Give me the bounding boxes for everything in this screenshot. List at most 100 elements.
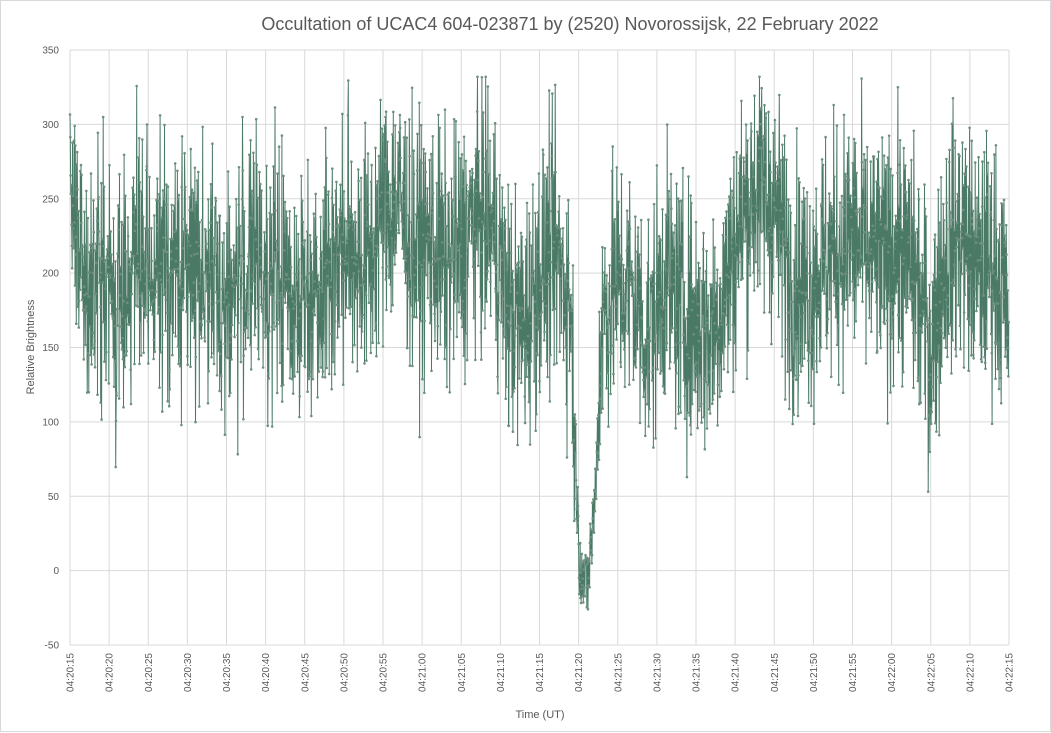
data-point bbox=[111, 262, 114, 266]
data-point bbox=[181, 287, 184, 291]
data-point bbox=[557, 245, 561, 249]
data-point bbox=[194, 420, 197, 424]
data-point bbox=[880, 195, 883, 198]
data-point bbox=[427, 213, 430, 216]
data-point bbox=[950, 122, 954, 126]
data-point bbox=[375, 197, 379, 200]
data-point bbox=[550, 142, 553, 145]
data-point bbox=[349, 305, 353, 309]
data-point bbox=[459, 157, 462, 160]
data-point bbox=[290, 365, 293, 369]
data-point bbox=[521, 260, 525, 263]
data-point bbox=[525, 201, 529, 205]
data-point bbox=[300, 199, 304, 202]
data-point bbox=[874, 211, 877, 215]
data-point bbox=[120, 341, 123, 345]
data-point bbox=[388, 212, 392, 215]
x-tick-label: 04:21:15 bbox=[535, 653, 546, 692]
data-point bbox=[117, 397, 121, 400]
data-point bbox=[892, 271, 896, 274]
data-point bbox=[185, 310, 188, 314]
data-point bbox=[902, 256, 906, 260]
data-point bbox=[710, 312, 713, 316]
data-point bbox=[150, 301, 154, 304]
data-point bbox=[436, 357, 439, 360]
data-point bbox=[504, 314, 508, 317]
data-point bbox=[663, 260, 666, 263]
data-point bbox=[463, 201, 467, 204]
data-point bbox=[500, 291, 503, 294]
data-point bbox=[411, 364, 414, 368]
data-point bbox=[184, 267, 187, 271]
data-point bbox=[976, 259, 980, 262]
data-point bbox=[830, 204, 833, 208]
data-point bbox=[790, 280, 794, 283]
data-point bbox=[202, 305, 206, 308]
data-point bbox=[636, 226, 640, 229]
data-point bbox=[719, 319, 723, 323]
y-tick-label: 250 bbox=[42, 194, 59, 205]
data-point bbox=[531, 293, 535, 297]
data-point bbox=[675, 182, 678, 185]
data-point bbox=[925, 319, 928, 323]
data-point bbox=[95, 261, 98, 265]
data-point bbox=[811, 351, 814, 355]
data-point bbox=[563, 272, 567, 276]
data-point bbox=[358, 325, 362, 328]
data-point bbox=[288, 210, 292, 213]
data-point bbox=[1003, 355, 1007, 358]
data-point bbox=[889, 391, 892, 394]
y-tick-label: 100 bbox=[42, 417, 59, 428]
data-point bbox=[701, 280, 704, 284]
data-point bbox=[363, 362, 366, 365]
data-point bbox=[418, 101, 421, 105]
data-point bbox=[192, 191, 195, 195]
data-point bbox=[115, 391, 118, 395]
data-point bbox=[974, 241, 978, 244]
data-point bbox=[603, 247, 607, 250]
data-point bbox=[930, 410, 933, 414]
data-point bbox=[744, 123, 748, 126]
data-point bbox=[237, 321, 240, 325]
data-point bbox=[256, 347, 260, 351]
data-point bbox=[648, 326, 651, 330]
data-point bbox=[731, 390, 735, 394]
data-point bbox=[516, 443, 519, 447]
data-point bbox=[819, 346, 823, 349]
data-point bbox=[721, 233, 725, 237]
data-point bbox=[999, 401, 1003, 405]
data-point bbox=[527, 400, 531, 404]
data-point bbox=[971, 330, 974, 334]
data-point bbox=[201, 125, 204, 129]
data-point bbox=[684, 317, 687, 320]
data-point bbox=[583, 586, 586, 589]
data-point bbox=[245, 290, 249, 293]
x-tick-label: 04:21:50 bbox=[809, 653, 820, 692]
data-point bbox=[799, 370, 803, 373]
data-point bbox=[283, 200, 287, 204]
data-point bbox=[734, 254, 737, 257]
data-point bbox=[212, 352, 215, 355]
data-point bbox=[987, 285, 991, 289]
data-point bbox=[747, 213, 751, 216]
data-point bbox=[250, 290, 253, 293]
data-point bbox=[567, 309, 571, 312]
data-point bbox=[464, 159, 468, 163]
data-point bbox=[772, 131, 775, 135]
data-point bbox=[434, 235, 437, 239]
data-point bbox=[298, 415, 301, 419]
data-point bbox=[323, 376, 327, 379]
data-point bbox=[975, 218, 979, 222]
data-point bbox=[331, 167, 334, 170]
data-point bbox=[315, 245, 318, 249]
data-point bbox=[748, 246, 751, 249]
data-point bbox=[129, 402, 133, 406]
data-point bbox=[830, 251, 834, 255]
data-point bbox=[187, 233, 190, 237]
data-point bbox=[906, 295, 910, 298]
data-point bbox=[120, 348, 124, 351]
data-point bbox=[420, 263, 423, 267]
x-axis-tick-labels: 04:20:15 04:20:20 04:20:25 04:20:30 04:20:35… bbox=[66, 653, 1016, 692]
data-point bbox=[406, 242, 410, 245]
data-point bbox=[895, 290, 898, 293]
